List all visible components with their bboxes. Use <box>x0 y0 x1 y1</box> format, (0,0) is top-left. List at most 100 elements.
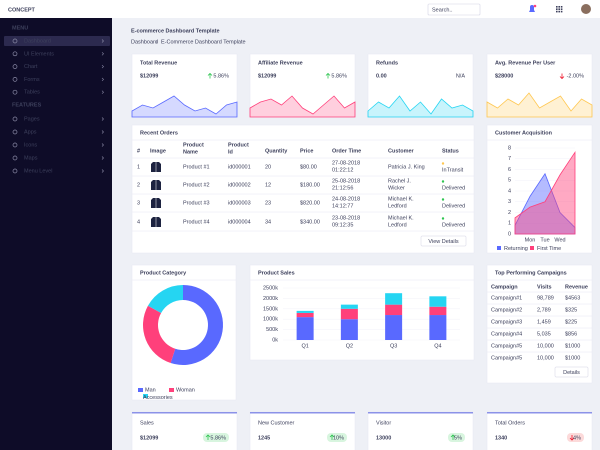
orders-card <box>131 124 475 254</box>
menu-icon <box>12 89 18 95</box>
arrow-up-icon <box>205 434 211 440</box>
apps-icon[interactable] <box>556 8 558 10</box>
bar-segment <box>385 293 403 305</box>
top-bar <box>0 0 600 18</box>
menu-icon <box>12 129 18 135</box>
status-dot <box>441 198 445 201</box>
legend-swatch <box>530 246 534 250</box>
apps-icon[interactable] <box>560 6 563 8</box>
column-header: Quantity <box>265 148 288 154</box>
menu-item[interactable]: Icons <box>24 142 37 148</box>
apps-icon[interactable] <box>558 6 560 8</box>
donut-slice <box>143 305 176 364</box>
cell: id000001 <box>228 164 251 170</box>
arrow-down-icon <box>569 435 575 441</box>
bar-segment <box>429 315 447 340</box>
stat-card <box>367 53 474 118</box>
customer: Michael K. Ledford <box>388 197 415 210</box>
arrow-up-icon <box>329 434 335 440</box>
chevron-icon <box>101 90 104 94</box>
chevron-icon <box>101 77 104 82</box>
apps-icon[interactable] <box>560 10 563 13</box>
bar-segment <box>296 312 314 318</box>
menu-item[interactable]: Tables <box>24 90 40 96</box>
avatar[interactable] <box>581 4 591 14</box>
cell: Campaign#5 <box>491 343 522 349</box>
cell: Product #1 <box>183 164 210 170</box>
y-tick-label: 4 <box>508 188 511 194</box>
cell: 1 <box>137 164 140 170</box>
apps-icon[interactable] <box>558 10 560 13</box>
apps-icon[interactable] <box>556 10 558 13</box>
legend-swatch <box>497 246 501 250</box>
menu-item[interactable]: Pages <box>24 116 40 122</box>
details-button[interactable] <box>554 366 589 378</box>
bar-segment <box>340 319 358 340</box>
apps-icon[interactable] <box>556 6 558 8</box>
legend-label: Accessories <box>143 395 173 401</box>
cell: $180.00 <box>300 182 320 188</box>
card-title: Customer Acquisition <box>495 130 553 136</box>
button-label[interactable]: View Details <box>428 239 458 245</box>
menu-item[interactable]: Menu Level <box>24 168 52 174</box>
card-title: Recent Orders <box>140 130 178 136</box>
menu-item[interactable]: Apps <box>24 129 37 135</box>
cell: $1000 <box>565 343 580 349</box>
y-tick-label: 6 <box>508 167 511 173</box>
menu-item[interactable]: Maps <box>24 155 38 161</box>
stat-title: Refunds <box>376 60 398 66</box>
cell: 34 <box>265 219 271 225</box>
cell: $820.00 <box>300 200 320 206</box>
card-title: Product Sales <box>258 270 295 276</box>
chevron-icon <box>101 143 104 147</box>
y-tick-label: 5 <box>508 178 511 184</box>
menu-item[interactable]: Chart <box>24 64 38 70</box>
apps-icon[interactable] <box>560 8 563 10</box>
y-tick-label: 2500k <box>263 285 278 291</box>
column-header: Image <box>150 148 166 154</box>
menu-item[interactable]: Forms <box>24 77 40 83</box>
section-label: FEATURES <box>12 102 42 108</box>
stat-title: Total Orders <box>495 420 525 426</box>
view-details-button[interactable] <box>420 235 467 247</box>
cell: 2 <box>137 182 140 188</box>
cell: $1000 <box>565 355 580 361</box>
stat-change: 5.86% <box>210 435 226 441</box>
menu-icon <box>12 116 18 122</box>
y-tick-label: 8 <box>508 145 511 151</box>
stat-card <box>131 53 238 118</box>
legend-swatch <box>138 388 143 392</box>
donut-slice <box>170 285 223 366</box>
card-top-border <box>132 412 237 414</box>
arrow-up-icon <box>207 72 213 79</box>
notification-icon[interactable] <box>529 5 535 12</box>
x-tick-label: Q1 <box>301 343 308 349</box>
stat-title: New Customer <box>258 420 295 426</box>
bottom-stat-card <box>249 411 356 450</box>
search-placeholder[interactable]: Search.. <box>432 7 453 13</box>
active-item-bg <box>4 36 110 46</box>
menu-item[interactable]: Dashboard <box>24 38 51 44</box>
status: Delivered <box>442 222 465 228</box>
cell: Patricia J. King <box>388 164 425 170</box>
button-label[interactable]: Details <box>563 370 580 376</box>
column-header: Visits <box>537 284 552 290</box>
status: Delivered <box>442 185 465 191</box>
menu-icon <box>12 155 18 161</box>
breadcrumb[interactable]: Dashboard <box>131 39 158 45</box>
y-tick-label: 2 <box>508 210 511 216</box>
stat-change: 4% <box>573 435 581 441</box>
y-tick-label: 1 <box>508 221 511 227</box>
status-dot <box>441 180 445 183</box>
bar-segment <box>385 315 403 340</box>
cell: 10,000 <box>537 355 554 361</box>
column-header: Revenue <box>565 284 588 290</box>
y-tick-label: 7 <box>508 156 511 162</box>
card-top-border <box>487 412 592 414</box>
apps-icon[interactable] <box>558 8 560 10</box>
cell: id000004 <box>228 219 251 225</box>
order-time: 24-08-2018 14:12:77 <box>332 197 362 210</box>
menu-item[interactable]: UI Elements <box>24 51 54 57</box>
bar-segment <box>429 296 447 307</box>
sparkline-area <box>486 92 593 118</box>
